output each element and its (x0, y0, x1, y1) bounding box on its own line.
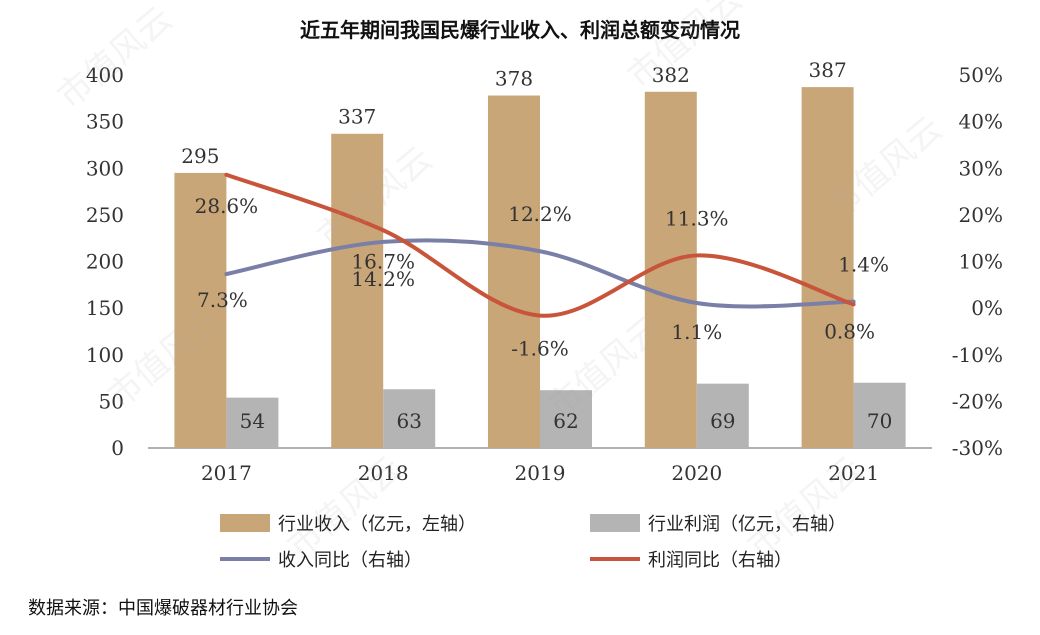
y-left-tick-label: 250 (86, 203, 124, 227)
y-right-tick-label: 40% (959, 110, 1003, 134)
bar-revenue (801, 87, 854, 448)
legend-label-profit: 行业利润（亿元，右轴） (648, 514, 846, 535)
y-left-tick-label: 0 (111, 436, 124, 460)
y-right-tick-label: 10% (959, 250, 1003, 274)
legend-swatch-profit-yoy (590, 557, 640, 561)
data-label-profit-yoy: -1.6% (511, 337, 569, 361)
y-left-tick-label: 400 (86, 63, 124, 87)
data-label-revenue-yoy: 1.1% (671, 320, 722, 344)
legend-swatch-revenue-yoy (220, 557, 270, 561)
data-label-profit-yoy: 0.8% (824, 319, 875, 343)
data-label-revenue-yoy: 14.2% (351, 267, 415, 291)
data-label-revenue-yoy: 7.3% (197, 288, 248, 312)
data-label-profit-yoy: 11.3% (665, 206, 729, 230)
data-label-revenue: 337 (338, 105, 376, 129)
y-left-tick-label: 150 (86, 296, 124, 320)
data-label-revenue: 378 (495, 67, 533, 91)
data-label-revenue-yoy: 12.2% (508, 202, 572, 226)
y-right-tick-label: 0% (971, 296, 1003, 320)
bar-profit (226, 397, 279, 448)
y-left-tick-label: 350 (86, 110, 124, 134)
data-label-revenue: 382 (652, 63, 690, 87)
y-right-tick-label: 50% (959, 63, 1003, 87)
data-label-profit: 62 (553, 409, 578, 433)
data-label-profit: 63 (396, 409, 421, 433)
legend-item-revenue: 行业收入（亿元，左轴） (220, 510, 590, 536)
data-label-profit: 54 (240, 409, 265, 433)
y-right-tick-label: 20% (959, 203, 1003, 227)
y-left-tick-label: 50 (99, 389, 124, 413)
x-tick-label: 2019 (515, 461, 566, 485)
chart-title: 近五年期间我国民爆行业收入、利润总额变动情况 (300, 18, 740, 42)
legend-item-revenue-yoy: 收入同比（右轴） (220, 546, 590, 572)
legend-item-profit-yoy: 利润同比（右轴） (590, 546, 960, 572)
x-tick-label: 2018 (358, 461, 409, 485)
chart-legend: 行业收入（亿元，左轴） 行业利润（亿元，右轴） 收入同比（右轴） 利润同比（右轴… (220, 505, 980, 577)
data-label-profit-yoy: 28.6% (195, 194, 259, 218)
legend-swatch-profit (590, 514, 640, 532)
data-label-profit-yoy: 16.7% (351, 249, 415, 273)
data-label-profit: 69 (710, 409, 735, 433)
y-right-tick-label: -30% (952, 436, 1003, 460)
legend-swatch-revenue (220, 514, 270, 532)
x-tick-label: 2020 (671, 461, 722, 485)
bar-profit (696, 383, 749, 448)
bar-profit (383, 389, 436, 448)
bar-revenue (174, 172, 227, 448)
data-label-revenue-yoy: 1.4% (838, 253, 889, 277)
legend-label-revenue-yoy: 收入同比（右轴） (278, 550, 422, 571)
legend-item-profit: 行业利润（亿元，右轴） (590, 510, 960, 536)
bar-profit (540, 390, 592, 448)
y-right-tick-label: 30% (959, 156, 1003, 180)
chart-plot: 0 50 100 150 200 250 300 350 400 -30% -20% -10% 0% 10… (86, 58, 1003, 485)
data-label-profit: 70 (867, 409, 892, 433)
y-right-tick-label: -10% (952, 343, 1003, 367)
bar-revenue (331, 133, 384, 448)
bar-revenue (488, 95, 540, 448)
data-label-revenue: 387 (809, 58, 847, 82)
line-revenue-yoy (224, 238, 856, 309)
legend-label-revenue: 行业收入（亿元，左轴） (278, 514, 476, 535)
line-profit-yoy (224, 172, 856, 318)
y-left-tick-label: 100 (86, 343, 124, 367)
data-label-revenue: 295 (181, 144, 219, 168)
y-right-tick-label: -20% (952, 389, 1003, 413)
x-tick-label: 2021 (828, 461, 879, 485)
data-source: 数据来源：中国爆破器材行业协会 (28, 598, 298, 619)
y-left-tick-label: 300 (86, 156, 124, 180)
x-tick-label: 2017 (201, 461, 252, 485)
legend-label-profit-yoy: 利润同比（右轴） (648, 550, 792, 571)
bar-profit (853, 382, 906, 448)
y-left-tick-label: 200 (86, 250, 124, 274)
